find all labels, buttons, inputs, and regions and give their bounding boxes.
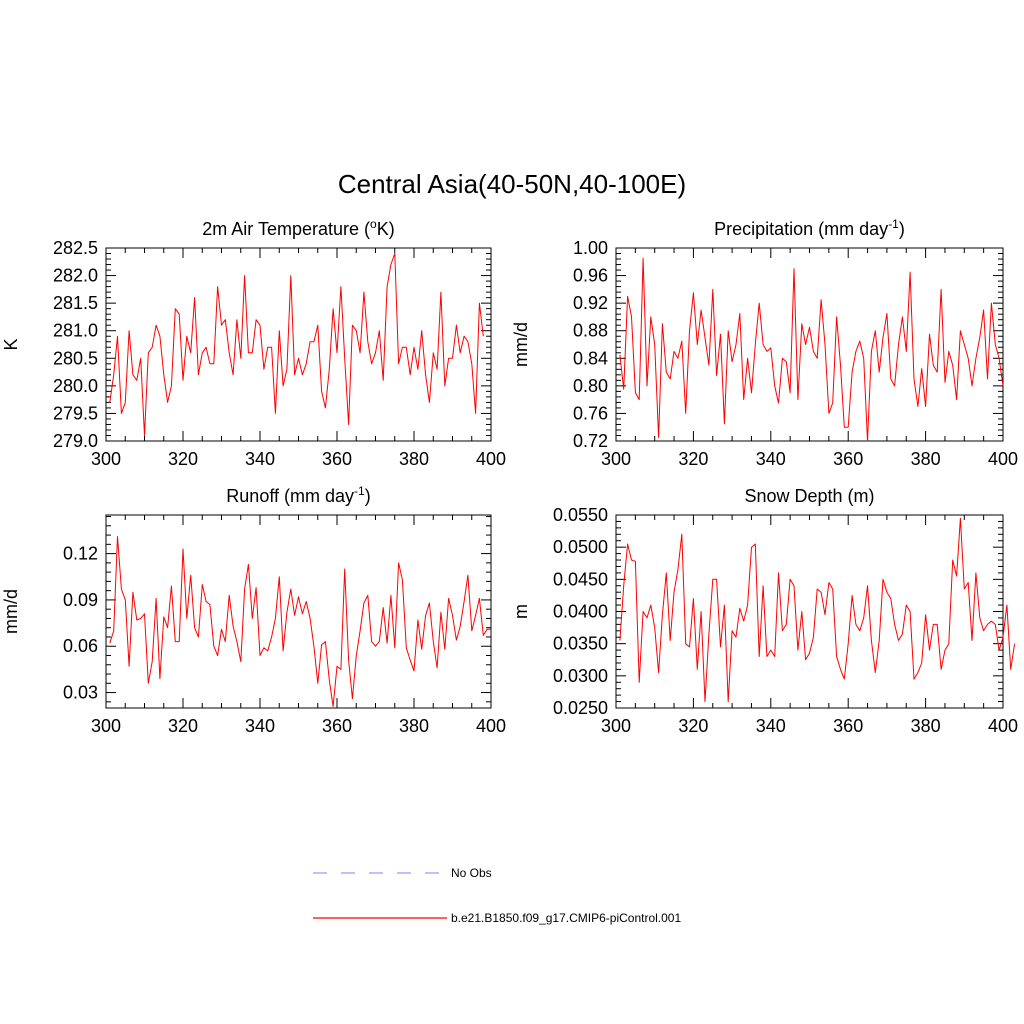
y-tick-label: 280.0 [53, 376, 98, 396]
legend: No Obs b.e21.B1850.f09_g17.CMIP6-piContr… [313, 866, 681, 925]
y-tick-label: 0.0250 [553, 698, 608, 718]
panel-title: Snow Depth (m) [744, 486, 874, 506]
x-tick-label: 300 [91, 449, 121, 469]
y-tick-label: 0.92 [573, 293, 608, 313]
x-tick-label: 400 [988, 716, 1018, 736]
y-tick-label: 281.0 [53, 321, 98, 341]
x-tick-label: 380 [911, 449, 941, 469]
x-tick-label: 320 [678, 449, 708, 469]
x-tick-label: 340 [756, 449, 786, 469]
y-tick-label: 0.84 [573, 348, 608, 368]
panel-title: 2m Air Temperature (oK) [202, 217, 394, 239]
x-tick-label: 360 [833, 716, 863, 736]
x-tick-label: 320 [168, 716, 198, 736]
x-tick-label: 340 [756, 716, 786, 736]
x-tick-label: 360 [322, 716, 352, 736]
panel-runoff: Runoff (mm day-1) mm/d 300 320 340 360 380 400 0… [1, 484, 506, 736]
x-tick-label: 340 [245, 449, 275, 469]
x-tick-label: 400 [476, 449, 506, 469]
y-tick-label: 0.80 [573, 376, 608, 396]
panel-precipitation: Precipitation (mm day-1) mm/d 300 320 340 360… [511, 217, 1018, 469]
y-tick-label: 282.5 [53, 238, 98, 258]
y-tick-label: 0.0450 [553, 569, 608, 589]
x-tick-label: 380 [911, 716, 941, 736]
x-tick-label: 300 [601, 716, 631, 736]
main-title: Central Asia(40-50N,40-100E) [338, 169, 686, 199]
y-axis-label: mm/d [1, 589, 21, 634]
y-tick-label: 0.0500 [553, 537, 608, 557]
y-axis-label: m [511, 604, 531, 619]
x-tick-label: 360 [322, 449, 352, 469]
legend-obs-label: No Obs [451, 866, 492, 880]
series-line-model [619, 517, 1016, 703]
x-tick-label: 340 [245, 716, 275, 736]
series-line-model [619, 257, 1004, 442]
y-tick-label: 279.5 [53, 403, 98, 423]
panel-air-temperature: 2m Air Temperature (oK) K 300 320 340 360 380 4… [1, 217, 506, 469]
y-tick-label: 0.72 [573, 431, 608, 451]
series-line-model [109, 253, 484, 436]
y-tick-label: 0.0350 [553, 634, 608, 654]
legend-model-label: b.e21.B1850.f09_g17.CMIP6-piControl.001 [451, 911, 681, 925]
y-tick-label: 0.06 [63, 636, 98, 656]
x-tick-label: 380 [399, 716, 429, 736]
y-tick-label: 1.00 [573, 238, 608, 258]
y-tick-label: 0.0550 [553, 505, 608, 525]
x-tick-label: 300 [91, 716, 121, 736]
panel-title: Precipitation (mm day-1) [714, 217, 905, 239]
y-tick-label: 0.09 [63, 590, 98, 610]
y-tick-label: 0.0400 [553, 602, 608, 622]
y-tick-label: 0.76 [573, 403, 608, 423]
y-tick-label: 0.12 [63, 544, 98, 564]
x-tick-label: 380 [399, 449, 429, 469]
y-tick-label: 281.5 [53, 293, 98, 313]
x-tick-label: 400 [988, 449, 1018, 469]
x-tick-label: 300 [601, 449, 631, 469]
y-tick-label: 279.0 [53, 431, 98, 451]
x-tick-label: 320 [678, 716, 708, 736]
y-axis-label: mm/d [511, 322, 531, 367]
x-tick-label: 320 [168, 449, 198, 469]
y-tick-label: 0.03 [63, 683, 98, 703]
y-tick-label: 0.0300 [553, 666, 608, 686]
x-tick-label: 360 [833, 449, 863, 469]
y-tick-label: 280.5 [53, 348, 98, 368]
y-axis-label: K [1, 338, 21, 350]
panel-title: Runoff (mm day-1) [226, 484, 370, 506]
x-tick-label: 400 [476, 716, 506, 736]
panel-snow-depth: Snow Depth (m) m 300 320 340 360 380 400 0.0250 0… [511, 486, 1018, 736]
y-tick-label: 0.96 [573, 266, 608, 286]
y-tick-label: 0.88 [573, 321, 608, 341]
y-tick-label: 282.0 [53, 266, 98, 286]
series-line-model [109, 536, 491, 707]
